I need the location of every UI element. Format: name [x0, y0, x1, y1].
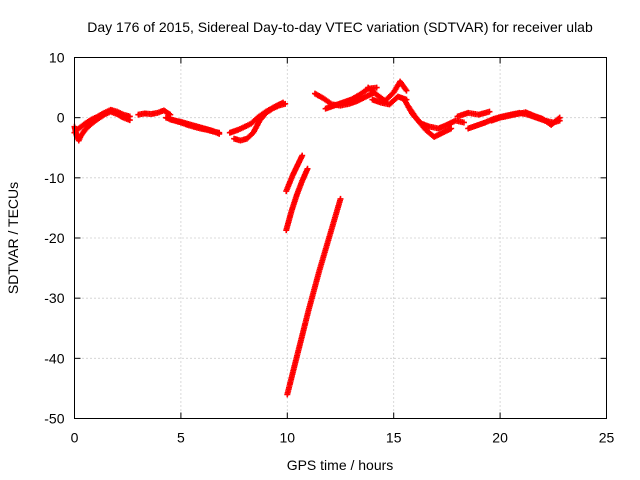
data-point [460, 119, 467, 126]
data-point [373, 84, 380, 91]
y-tick-label: -40 [44, 350, 64, 366]
data-point [337, 195, 344, 202]
data-point [403, 87, 410, 94]
data-marks [71, 78, 563, 398]
data-point [304, 165, 311, 172]
y-tick-label: -50 [44, 411, 64, 427]
y-tick-label: -10 [44, 170, 64, 186]
x-axis-label: GPS time / hours [287, 457, 394, 473]
series-arc3b [167, 116, 223, 137]
x-tick-label: 25 [599, 430, 615, 446]
data-point [216, 130, 223, 137]
series-steep3 [284, 195, 344, 398]
y-axis-label: SDTVAR / TECUs [5, 182, 21, 294]
data-point [448, 125, 455, 132]
data-point [280, 99, 287, 106]
x-tick-label: 20 [492, 430, 508, 446]
data-point [299, 152, 306, 159]
series-arc7b [405, 103, 455, 140]
x-tick-label: 15 [386, 430, 402, 446]
chart-title: Day 176 of 2015, Sidereal Day-to-day VTE… [87, 19, 593, 35]
data-point [126, 113, 133, 120]
y-tick-label: 10 [49, 50, 65, 66]
series-arc2 [135, 107, 174, 118]
y-tick-label: 0 [57, 110, 65, 126]
series-arc1b [71, 106, 133, 136]
y-tick-label: -20 [44, 230, 64, 246]
x-tick-label: 0 [71, 430, 79, 446]
y-tick-label: -30 [44, 290, 64, 306]
x-tick-label: 5 [177, 430, 185, 446]
axis-ticks: 0 5 10 15 20 25 -50 -40 -30 -20 -10 0 10 [44, 50, 614, 446]
series-arc4b [226, 99, 287, 136]
data-point [556, 114, 563, 121]
series-steep1 [283, 152, 306, 195]
series-arc8c [488, 109, 563, 128]
series-arc6b [369, 93, 410, 108]
x-tick-label: 10 [280, 430, 296, 446]
series-arc8 [454, 108, 493, 120]
data-point [486, 108, 493, 115]
series-steep2 [283, 165, 311, 234]
